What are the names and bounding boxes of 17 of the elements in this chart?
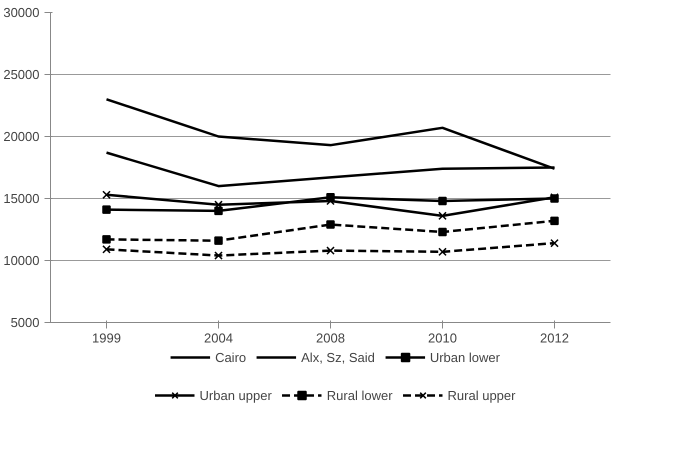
legend-label: Rural upper bbox=[448, 388, 516, 402]
legend-label: Cairo bbox=[215, 350, 246, 364]
y-tick-label: 5000 bbox=[10, 315, 40, 330]
legend-label: Rural lower bbox=[326, 388, 393, 402]
legend-label: Urban lower bbox=[430, 350, 500, 364]
y-tick-label: 25000 bbox=[3, 67, 40, 82]
y-tick-label: 20000 bbox=[3, 129, 40, 144]
x-tick-label: 1999 bbox=[92, 330, 121, 346]
y-tick-label: 30000 bbox=[3, 5, 40, 20]
x-tick-label: 2012 bbox=[540, 330, 569, 346]
x-tick-label: 2010 bbox=[428, 330, 457, 346]
legend-label: Alx, Sz, Said bbox=[301, 350, 375, 364]
x-tick-label: 2008 bbox=[316, 330, 345, 346]
x-tick-label: 2004 bbox=[204, 330, 233, 346]
y-tick-label: 10000 bbox=[3, 253, 40, 268]
legend-label: Urban upper bbox=[200, 388, 272, 402]
y-tick-label: 15000 bbox=[3, 191, 40, 206]
